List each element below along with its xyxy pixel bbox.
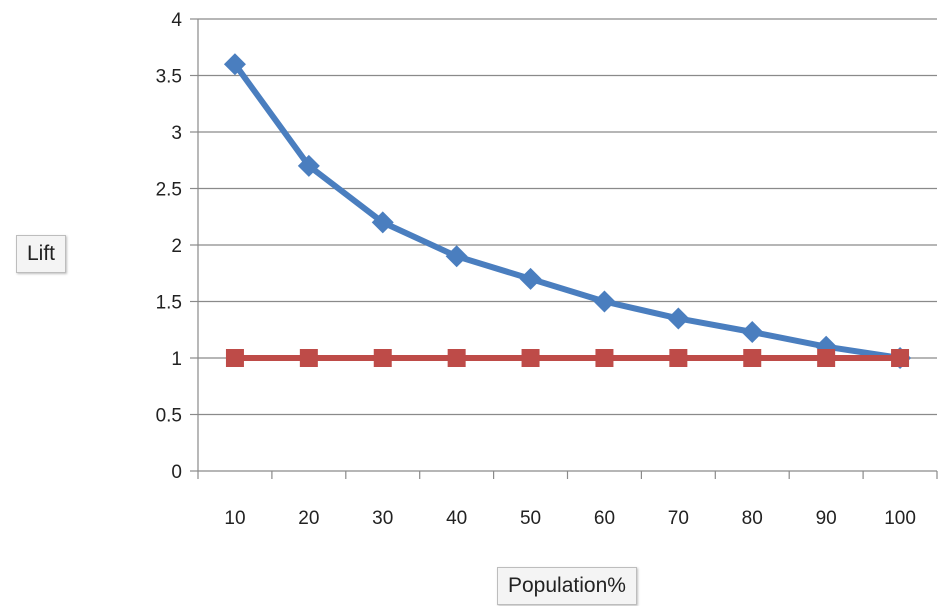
x-tick-label: 80: [742, 508, 763, 529]
x-tick-label: 70: [668, 508, 689, 529]
x-tick-labels: 10 20 30 40 50 60 70 80 90 100: [224, 508, 916, 529]
data-point: [667, 307, 690, 330]
data-point: [891, 349, 910, 367]
axes: [190, 18, 938, 479]
data-point: [225, 349, 244, 367]
y-axis-label: Lift: [16, 235, 67, 274]
x-tick-label: 10: [224, 508, 245, 529]
series-group: [223, 53, 912, 369]
series-0: [223, 53, 912, 369]
y-tick-label: 4: [171, 10, 182, 31]
x-tick-label: 30: [372, 508, 393, 529]
data-point: [741, 321, 764, 344]
x-tick-label: 20: [298, 508, 319, 529]
data-point: [373, 349, 392, 367]
x-tick-label: 40: [446, 508, 467, 529]
y-tick-label: 1: [171, 349, 182, 370]
y-tick-label: 2.5: [156, 180, 182, 201]
data-point: [519, 267, 542, 290]
x-tick-label: 60: [594, 508, 615, 529]
y-tick-label: 1.5: [156, 293, 182, 314]
series-line: [231, 61, 904, 361]
data-point: [817, 349, 836, 367]
data-point: [743, 349, 762, 367]
y-tick-label: 0: [171, 462, 182, 483]
data-point: [297, 154, 320, 177]
x-tick-label: 90: [816, 508, 837, 529]
y-tick-label: 2: [171, 236, 182, 257]
y-tick-label: 3: [171, 123, 182, 144]
data-point: [371, 211, 394, 234]
y-tick-labels: 0 0.5 1 1.5 2 2.5 3 3.5 4: [156, 10, 183, 483]
data-point: [593, 290, 616, 313]
x-axis-label: Population%: [497, 567, 637, 606]
x-tick-label: 50: [520, 508, 541, 529]
data-point: [521, 349, 540, 367]
y-tick-label: 3.5: [156, 67, 182, 88]
data-point: [445, 245, 468, 268]
y-tick-label: 0.5: [156, 406, 182, 427]
data-point: [595, 349, 614, 367]
series-1: [225, 349, 910, 367]
x-tick-label: 100: [884, 508, 916, 529]
data-point: [299, 349, 318, 367]
data-point: [669, 349, 688, 367]
data-point: [447, 349, 466, 367]
data-point: [223, 53, 246, 76]
